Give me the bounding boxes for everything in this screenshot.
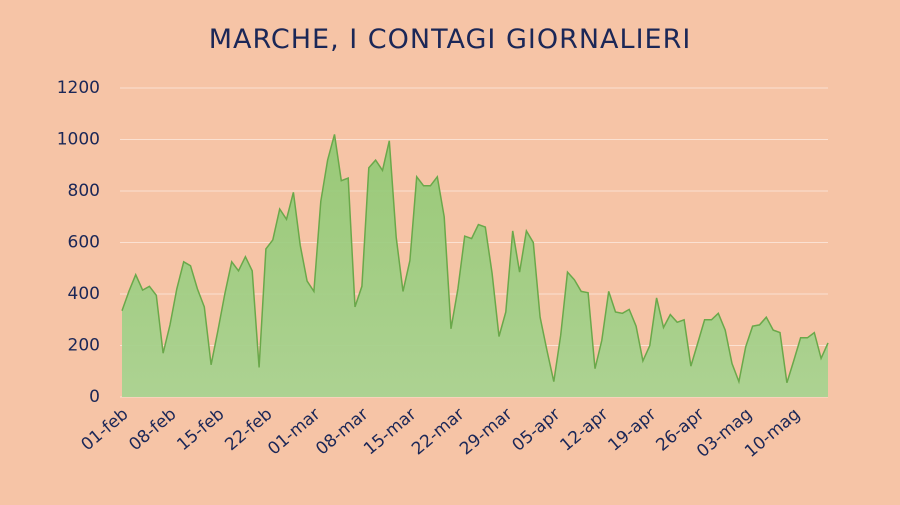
x-tick-label: 08-mar xyxy=(312,404,372,459)
line xyxy=(121,134,829,385)
y-tick-label: 200 xyxy=(68,336,100,356)
y-tick-label: 1200 xyxy=(57,78,100,98)
x-tick-label: 05-apr xyxy=(509,404,565,455)
x-tick-label: 08-feb xyxy=(125,404,180,455)
x-tick-label: 22-mar xyxy=(408,404,468,459)
x-tick-label: 12-apr xyxy=(557,404,613,455)
y-tick-label: 800 xyxy=(68,181,100,201)
y-tick-label: 0 xyxy=(89,387,100,407)
x-tick-label: 15-feb xyxy=(173,404,228,455)
y-tick-label: 1000 xyxy=(57,130,100,150)
y-tick-label: 400 xyxy=(68,284,100,304)
y-tick-label: 600 xyxy=(68,233,100,253)
x-tick-label: 15-mar xyxy=(360,404,420,459)
x-tick-label: 01-mar xyxy=(264,404,324,459)
chart-title: MARCHE, I CONTAGI GIORNALIERI xyxy=(209,24,692,55)
x-tick-label: 19-apr xyxy=(604,404,660,455)
x-tick-label: 01-feb xyxy=(77,404,132,455)
x-tick-label: 29-mar xyxy=(456,404,516,459)
area xyxy=(122,134,828,397)
